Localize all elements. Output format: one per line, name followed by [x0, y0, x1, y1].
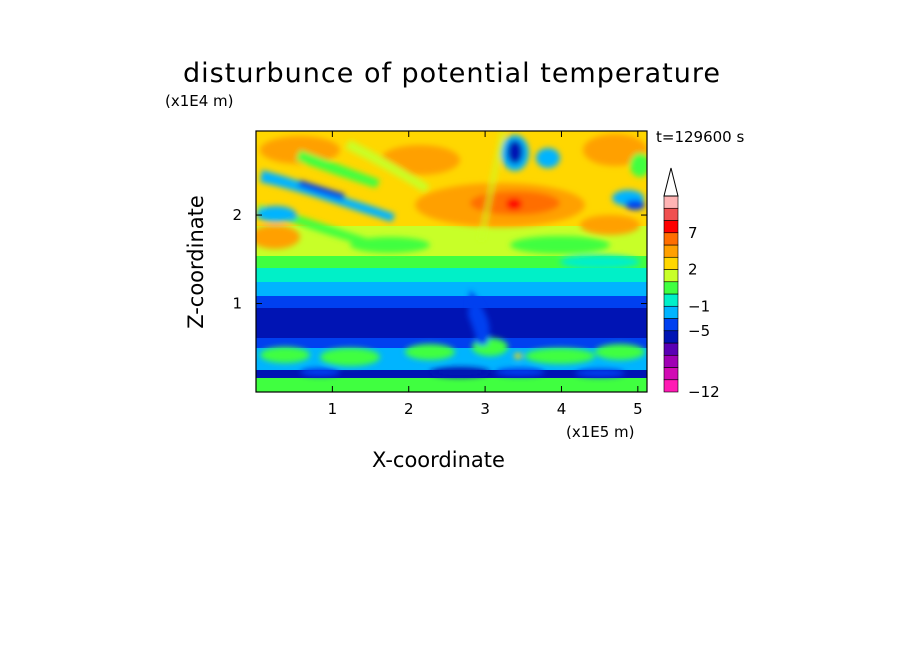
x-axis: 1 2 3 4 5	[328, 131, 643, 418]
blue-lump-1	[300, 368, 340, 376]
green-streak-2	[345, 140, 430, 192]
blue-lump-2	[430, 367, 490, 377]
colorbar-swatch-15	[663, 195, 679, 209]
green-mid-left	[350, 237, 430, 253]
colorbar-swatch-7	[663, 293, 679, 307]
blue-lump-3	[495, 368, 545, 376]
green-lump-1	[260, 347, 310, 363]
band-cyan	[256, 268, 647, 282]
colorbar-swatch-12	[663, 232, 679, 246]
colorbar-label-3: 2	[688, 261, 698, 279]
colorbar-label-4: 7	[688, 224, 698, 242]
colorbar-label-2: −1	[688, 297, 710, 315]
x-tick-label-0: 1	[328, 400, 338, 418]
colorbar-swatch-6	[663, 305, 679, 319]
y-axis-unit: (x1E4 m)	[165, 92, 234, 110]
blue-streak-1	[260, 170, 395, 222]
red-core	[506, 198, 522, 210]
colorbar-swatch-5	[663, 318, 679, 332]
x-axis-label: X-coordinate	[372, 448, 505, 472]
y-axis: 12	[232, 206, 647, 313]
colorbar-swatch-9	[663, 269, 679, 283]
green-mid-right	[510, 236, 610, 254]
band-blue	[256, 296, 647, 308]
band-light-blue	[256, 282, 647, 296]
blue-blob-top-right	[536, 148, 560, 168]
band-bottom-green	[256, 378, 647, 392]
vertical-disturbance	[468, 290, 490, 345]
colorbar-swatch-1	[663, 367, 679, 381]
diagonal-wave	[478, 131, 506, 240]
colorbar-swatch-2	[663, 354, 679, 368]
colorbar: −12−5−127	[663, 167, 720, 401]
chart-title: disturbunce of potential temperature	[183, 58, 721, 89]
x-tick-label-1: 2	[404, 400, 414, 418]
green-streak-1	[296, 150, 380, 188]
cyan-mid-right	[560, 255, 640, 269]
green-lump-5	[525, 348, 595, 364]
x-tick-label-2: 3	[480, 400, 490, 418]
colorbar-swatch-4	[663, 330, 679, 344]
colorbar-swatch-8	[663, 281, 679, 295]
colorbar-swatch-0	[663, 379, 679, 393]
x-tick-label-4: 5	[633, 400, 643, 418]
yellow-spot-low	[514, 353, 522, 359]
blue-blob-top-center-core	[507, 140, 523, 164]
colorbar-label-0: −12	[688, 383, 720, 401]
colorbar-swatch-14	[663, 207, 679, 221]
blue-streak-1-core	[298, 180, 345, 200]
blue-lump-4	[575, 369, 625, 377]
blue-blob-right	[625, 200, 645, 210]
y-tick-label-0: 1	[232, 295, 242, 313]
colorbar-extend-arrow	[663, 167, 679, 197]
band-dark-blue	[256, 308, 647, 338]
green-lump-6	[595, 344, 645, 360]
orange-right-top	[583, 134, 647, 166]
plot-frame	[255, 130, 648, 393]
orange-right-mid	[580, 215, 640, 235]
timestamp-label: t=129600 s	[656, 128, 745, 146]
colorbar-swatch-13	[663, 220, 679, 234]
cyan-spot-left	[256, 206, 296, 222]
colorbar-swatch-10	[663, 256, 679, 270]
colorbar-label-1: −5	[688, 322, 710, 340]
y-tick-label-1: 2	[232, 206, 242, 224]
green-lump-2	[320, 348, 380, 366]
band-blue-lower	[256, 338, 647, 348]
colorbar-swatch-11	[663, 244, 679, 258]
x-tick-label-3: 4	[557, 400, 567, 418]
colorbar-swatch-3	[663, 342, 679, 356]
green-lump-3	[405, 344, 455, 360]
x-axis-unit: (x1E5 m)	[566, 423, 635, 441]
contour-field	[256, 131, 647, 392]
orange-left-mid	[256, 225, 300, 249]
band-green	[256, 256, 647, 268]
green-right-top	[630, 153, 647, 177]
